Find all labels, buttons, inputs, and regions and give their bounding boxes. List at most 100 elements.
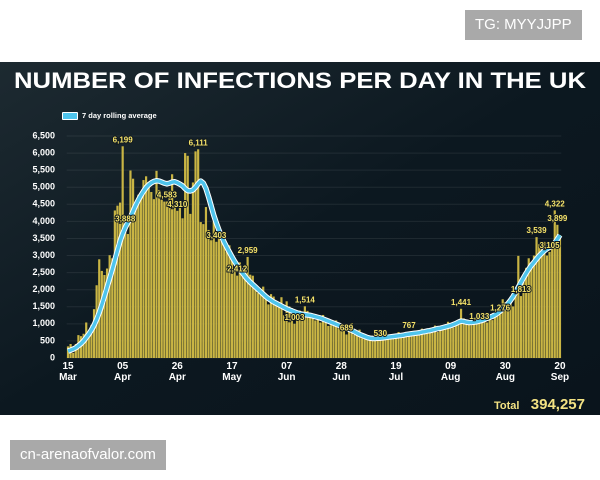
y-tick-label: 6,500 bbox=[32, 130, 55, 140]
data-label: 3,899 bbox=[547, 214, 568, 223]
bar bbox=[433, 325, 437, 358]
bar bbox=[113, 210, 116, 358]
bar bbox=[361, 338, 364, 358]
bar bbox=[74, 343, 77, 358]
bar bbox=[217, 225, 221, 358]
bar bbox=[176, 210, 179, 358]
bar bbox=[230, 257, 234, 358]
bar bbox=[254, 286, 257, 358]
bar bbox=[491, 320, 494, 358]
bar bbox=[262, 286, 265, 358]
bar bbox=[342, 327, 346, 358]
bar bbox=[204, 207, 208, 358]
bar bbox=[225, 251, 228, 358]
data-label: 3,888 bbox=[115, 214, 136, 223]
bar bbox=[436, 332, 439, 358]
data-label: 1,276 bbox=[490, 304, 511, 313]
bar bbox=[249, 274, 252, 358]
bar bbox=[535, 237, 538, 358]
bar bbox=[92, 309, 96, 358]
bar bbox=[121, 146, 124, 358]
bar bbox=[389, 335, 392, 358]
bar bbox=[316, 315, 319, 358]
y-tick-label: 0 bbox=[50, 352, 55, 362]
bar bbox=[329, 325, 332, 358]
bar bbox=[142, 180, 145, 358]
bar bbox=[105, 268, 109, 358]
bar bbox=[532, 255, 536, 358]
bar bbox=[332, 323, 335, 358]
data-label: 1,514 bbox=[295, 295, 316, 304]
y-tick-label: 500 bbox=[40, 335, 55, 345]
bar bbox=[178, 205, 182, 358]
bar bbox=[449, 328, 452, 358]
bar bbox=[525, 267, 528, 358]
bar bbox=[72, 352, 75, 358]
data-label: 4,310 bbox=[167, 200, 188, 209]
bar bbox=[485, 322, 489, 358]
bar bbox=[444, 327, 447, 358]
bar bbox=[439, 327, 442, 358]
bar bbox=[303, 306, 306, 358]
y-tick-label: 2,000 bbox=[32, 284, 55, 294]
data-label: 767 bbox=[402, 321, 416, 330]
bar bbox=[298, 310, 301, 358]
x-tick-label: 26 Apr bbox=[168, 361, 186, 383]
y-tick-label: 5,000 bbox=[32, 182, 55, 192]
bar bbox=[410, 332, 413, 358]
bar bbox=[556, 224, 559, 358]
bar bbox=[407, 331, 411, 358]
bar bbox=[454, 323, 457, 358]
x-tick-label: 17 May bbox=[222, 361, 242, 383]
bar bbox=[223, 238, 226, 358]
bar bbox=[202, 224, 205, 358]
bar bbox=[306, 310, 309, 358]
x-tick-label: 30 Aug bbox=[495, 361, 516, 383]
bar bbox=[163, 201, 166, 358]
bar bbox=[337, 328, 340, 358]
y-tick-label: 5,500 bbox=[32, 165, 55, 175]
y-tick-label: 3,000 bbox=[32, 250, 55, 260]
data-label: 3,105 bbox=[540, 241, 561, 250]
bar bbox=[160, 198, 163, 358]
bar bbox=[184, 153, 187, 358]
bar bbox=[350, 323, 353, 358]
bar bbox=[324, 319, 327, 358]
bar bbox=[144, 176, 148, 358]
bar bbox=[267, 304, 270, 358]
bar bbox=[246, 256, 249, 358]
bar bbox=[371, 335, 374, 358]
bar bbox=[282, 315, 286, 358]
bar bbox=[353, 334, 356, 358]
bar bbox=[199, 222, 202, 358]
bar bbox=[517, 255, 520, 358]
y-tick-label: 6,000 bbox=[32, 147, 55, 157]
bar bbox=[220, 240, 223, 358]
bar bbox=[543, 241, 546, 358]
bar bbox=[168, 190, 171, 358]
bar bbox=[322, 314, 325, 358]
data-label: 6,111 bbox=[189, 138, 209, 147]
bar bbox=[527, 258, 530, 358]
bar bbox=[426, 330, 429, 358]
bar bbox=[478, 322, 481, 358]
bar bbox=[457, 320, 460, 358]
bar bbox=[124, 225, 127, 358]
bar bbox=[186, 155, 189, 358]
bar bbox=[504, 302, 507, 358]
bar bbox=[228, 245, 231, 358]
bar bbox=[243, 273, 247, 358]
bar bbox=[465, 323, 468, 358]
bar bbox=[90, 324, 93, 358]
bar bbox=[441, 326, 444, 358]
x-tick-label: 09 Aug bbox=[440, 361, 461, 383]
bar bbox=[134, 209, 137, 358]
y-tick-label: 2,500 bbox=[32, 267, 55, 277]
bar bbox=[116, 205, 119, 358]
total-label: Total bbox=[494, 400, 519, 412]
bar bbox=[181, 218, 184, 358]
bar bbox=[530, 268, 533, 358]
bar bbox=[512, 306, 515, 358]
bar bbox=[483, 318, 486, 358]
